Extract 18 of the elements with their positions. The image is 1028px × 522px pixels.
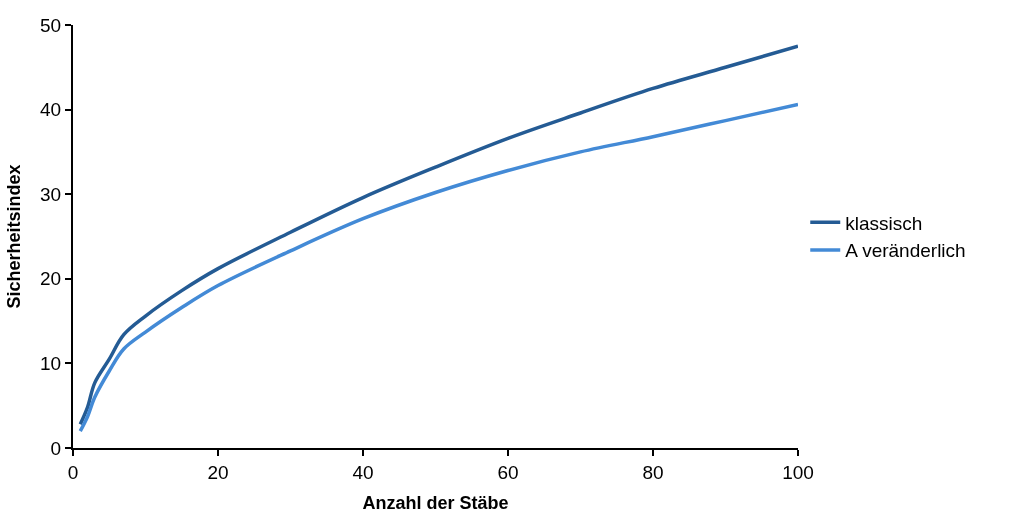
line-series	[78, 44, 798, 427]
x-tick-label: 60	[497, 461, 519, 483]
x-tick-label: 20	[207, 461, 229, 483]
x-tick-label: 80	[642, 461, 664, 483]
y-tick-label: 10	[40, 353, 62, 375]
x-tick-label: 40	[352, 461, 374, 483]
legend-label: klassisch	[845, 212, 923, 234]
y-tick-label: 0	[50, 437, 62, 459]
x-tick-label: 100	[782, 461, 814, 483]
y-tick-label: 50	[40, 14, 62, 36]
y-tick-label: 40	[40, 99, 62, 121]
legend-label: A veränderlich	[845, 240, 966, 262]
y-tick-label: 20	[40, 268, 62, 290]
line-series	[78, 102, 798, 433]
y-tick-label: 30	[40, 183, 62, 205]
y-axis-title: Sicherheitsindex	[3, 164, 24, 309]
x-axis-title: Anzahl der Stäbe	[362, 493, 509, 514]
x-tick-label: 0	[67, 461, 79, 483]
